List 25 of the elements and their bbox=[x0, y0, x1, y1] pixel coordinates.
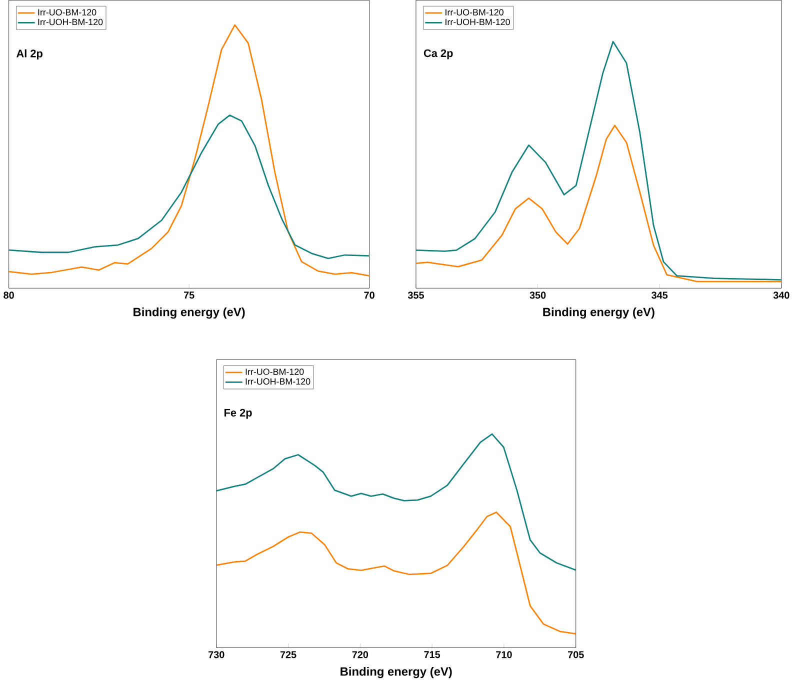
x-axis-title: Binding energy (eV) bbox=[543, 307, 654, 319]
legend-label: Irr-UOH-BM-120 bbox=[38, 18, 103, 25]
x-tick-label: 345 bbox=[652, 292, 668, 299]
legend-label: Irr-UO-BM-120 bbox=[246, 368, 304, 375]
x-tick-label: 355 bbox=[408, 292, 424, 299]
legend-label: Irr-UO-BM-120 bbox=[446, 8, 504, 16]
x-tick-label: 70 bbox=[364, 292, 374, 299]
chart-title: Fe 2p bbox=[224, 408, 252, 419]
x-tick-label: 725 bbox=[280, 651, 296, 658]
legend-label: Irr-UO-BM-120 bbox=[38, 8, 96, 16]
x-tick-label: 730 bbox=[208, 651, 224, 658]
text: Ca 2p bbox=[424, 49, 453, 60]
x-tick-label: 705 bbox=[568, 651, 584, 658]
x-tick-label: 80 bbox=[4, 292, 14, 299]
x-tick-label: 715 bbox=[424, 651, 440, 658]
x-tick-label: 350 bbox=[530, 292, 546, 299]
x-tick-label: 710 bbox=[496, 651, 512, 658]
x-tick-label: 720 bbox=[352, 651, 368, 658]
legend-label: Irr-UOH-BM-120 bbox=[446, 18, 510, 25]
x-axis-title: Binding energy (eV) bbox=[340, 666, 452, 678]
x-tick-label: 340 bbox=[773, 292, 790, 299]
legend-label: Irr-UOH-BM-120 bbox=[246, 378, 310, 384]
x-axis-title: Binding energy (eV) bbox=[134, 307, 245, 318]
x-tick-label: 75 bbox=[184, 292, 194, 298]
text: Al 2p bbox=[16, 49, 42, 60]
